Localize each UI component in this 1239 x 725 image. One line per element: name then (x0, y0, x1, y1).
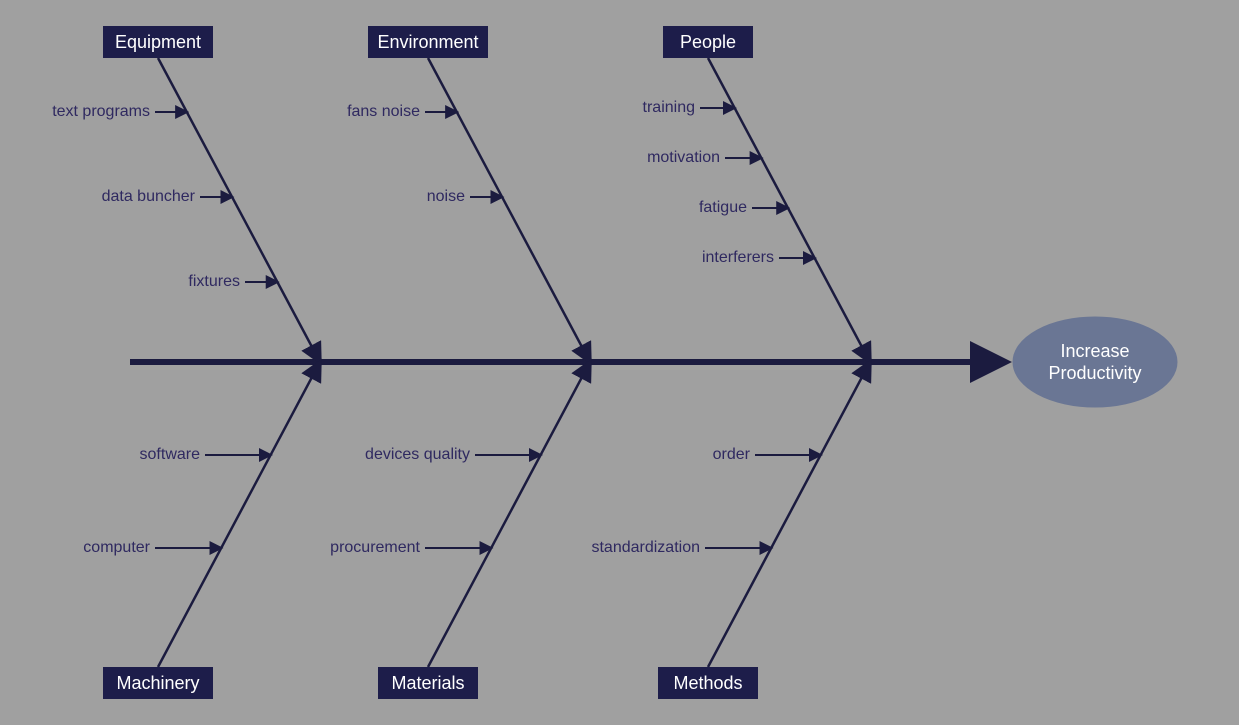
cause-methods-0: order (713, 446, 821, 463)
cause-people-0: training (643, 99, 735, 116)
category-label-methods: Methods (673, 673, 742, 693)
effect-label-line1: Increase (1060, 341, 1129, 361)
cause-label: data buncher (102, 188, 196, 205)
cause-label: devices quality (365, 446, 470, 463)
bone-equipment (158, 58, 320, 362)
category-label-machinery: Machinery (116, 673, 199, 693)
category-label-equipment: Equipment (115, 32, 201, 52)
category-label-materials: Materials (391, 673, 464, 693)
cause-label: fatigue (699, 199, 747, 216)
effect-node: Increase Productivity (1013, 317, 1177, 407)
cause-label: computer (83, 539, 150, 556)
cause-equipment-0: text programs (52, 103, 187, 120)
cause-equipment-1: data buncher (102, 188, 233, 205)
category-label-people: People (680, 32, 736, 52)
cause-people-2: fatigue (699, 199, 788, 216)
cause-people-3: interferers (702, 249, 815, 266)
cause-label: training (643, 99, 695, 116)
cause-label: text programs (52, 103, 150, 120)
fishbone-diagram: Increase Productivity Equipment Environm… (0, 0, 1239, 725)
cause-people-1: motivation (647, 149, 761, 166)
cause-label: interferers (702, 249, 774, 266)
category-label-environment: Environment (377, 32, 478, 52)
bone-materials (428, 362, 590, 667)
cause-label: fans noise (347, 103, 420, 120)
bone-machinery (158, 362, 320, 667)
cause-materials-0: devices quality (365, 446, 541, 463)
cause-label: procurement (330, 539, 420, 556)
effect-label-line2: Productivity (1048, 363, 1141, 383)
cause-label: standardization (591, 539, 700, 556)
cause-environment-0: fans noise (347, 103, 457, 120)
cause-machinery-1: computer (83, 539, 221, 556)
bone-environment (428, 58, 590, 362)
bone-methods (708, 362, 870, 667)
cause-materials-1: procurement (330, 539, 491, 556)
cause-label: fixtures (188, 273, 240, 290)
cause-methods-1: standardization (591, 539, 771, 556)
cause-machinery-0: software (140, 446, 271, 463)
cause-label: motivation (647, 149, 720, 166)
cause-label: noise (427, 188, 465, 205)
cause-environment-1: noise (427, 188, 502, 205)
cause-label: software (140, 446, 201, 463)
cause-equipment-2: fixtures (188, 273, 277, 290)
cause-label: order (713, 446, 751, 463)
